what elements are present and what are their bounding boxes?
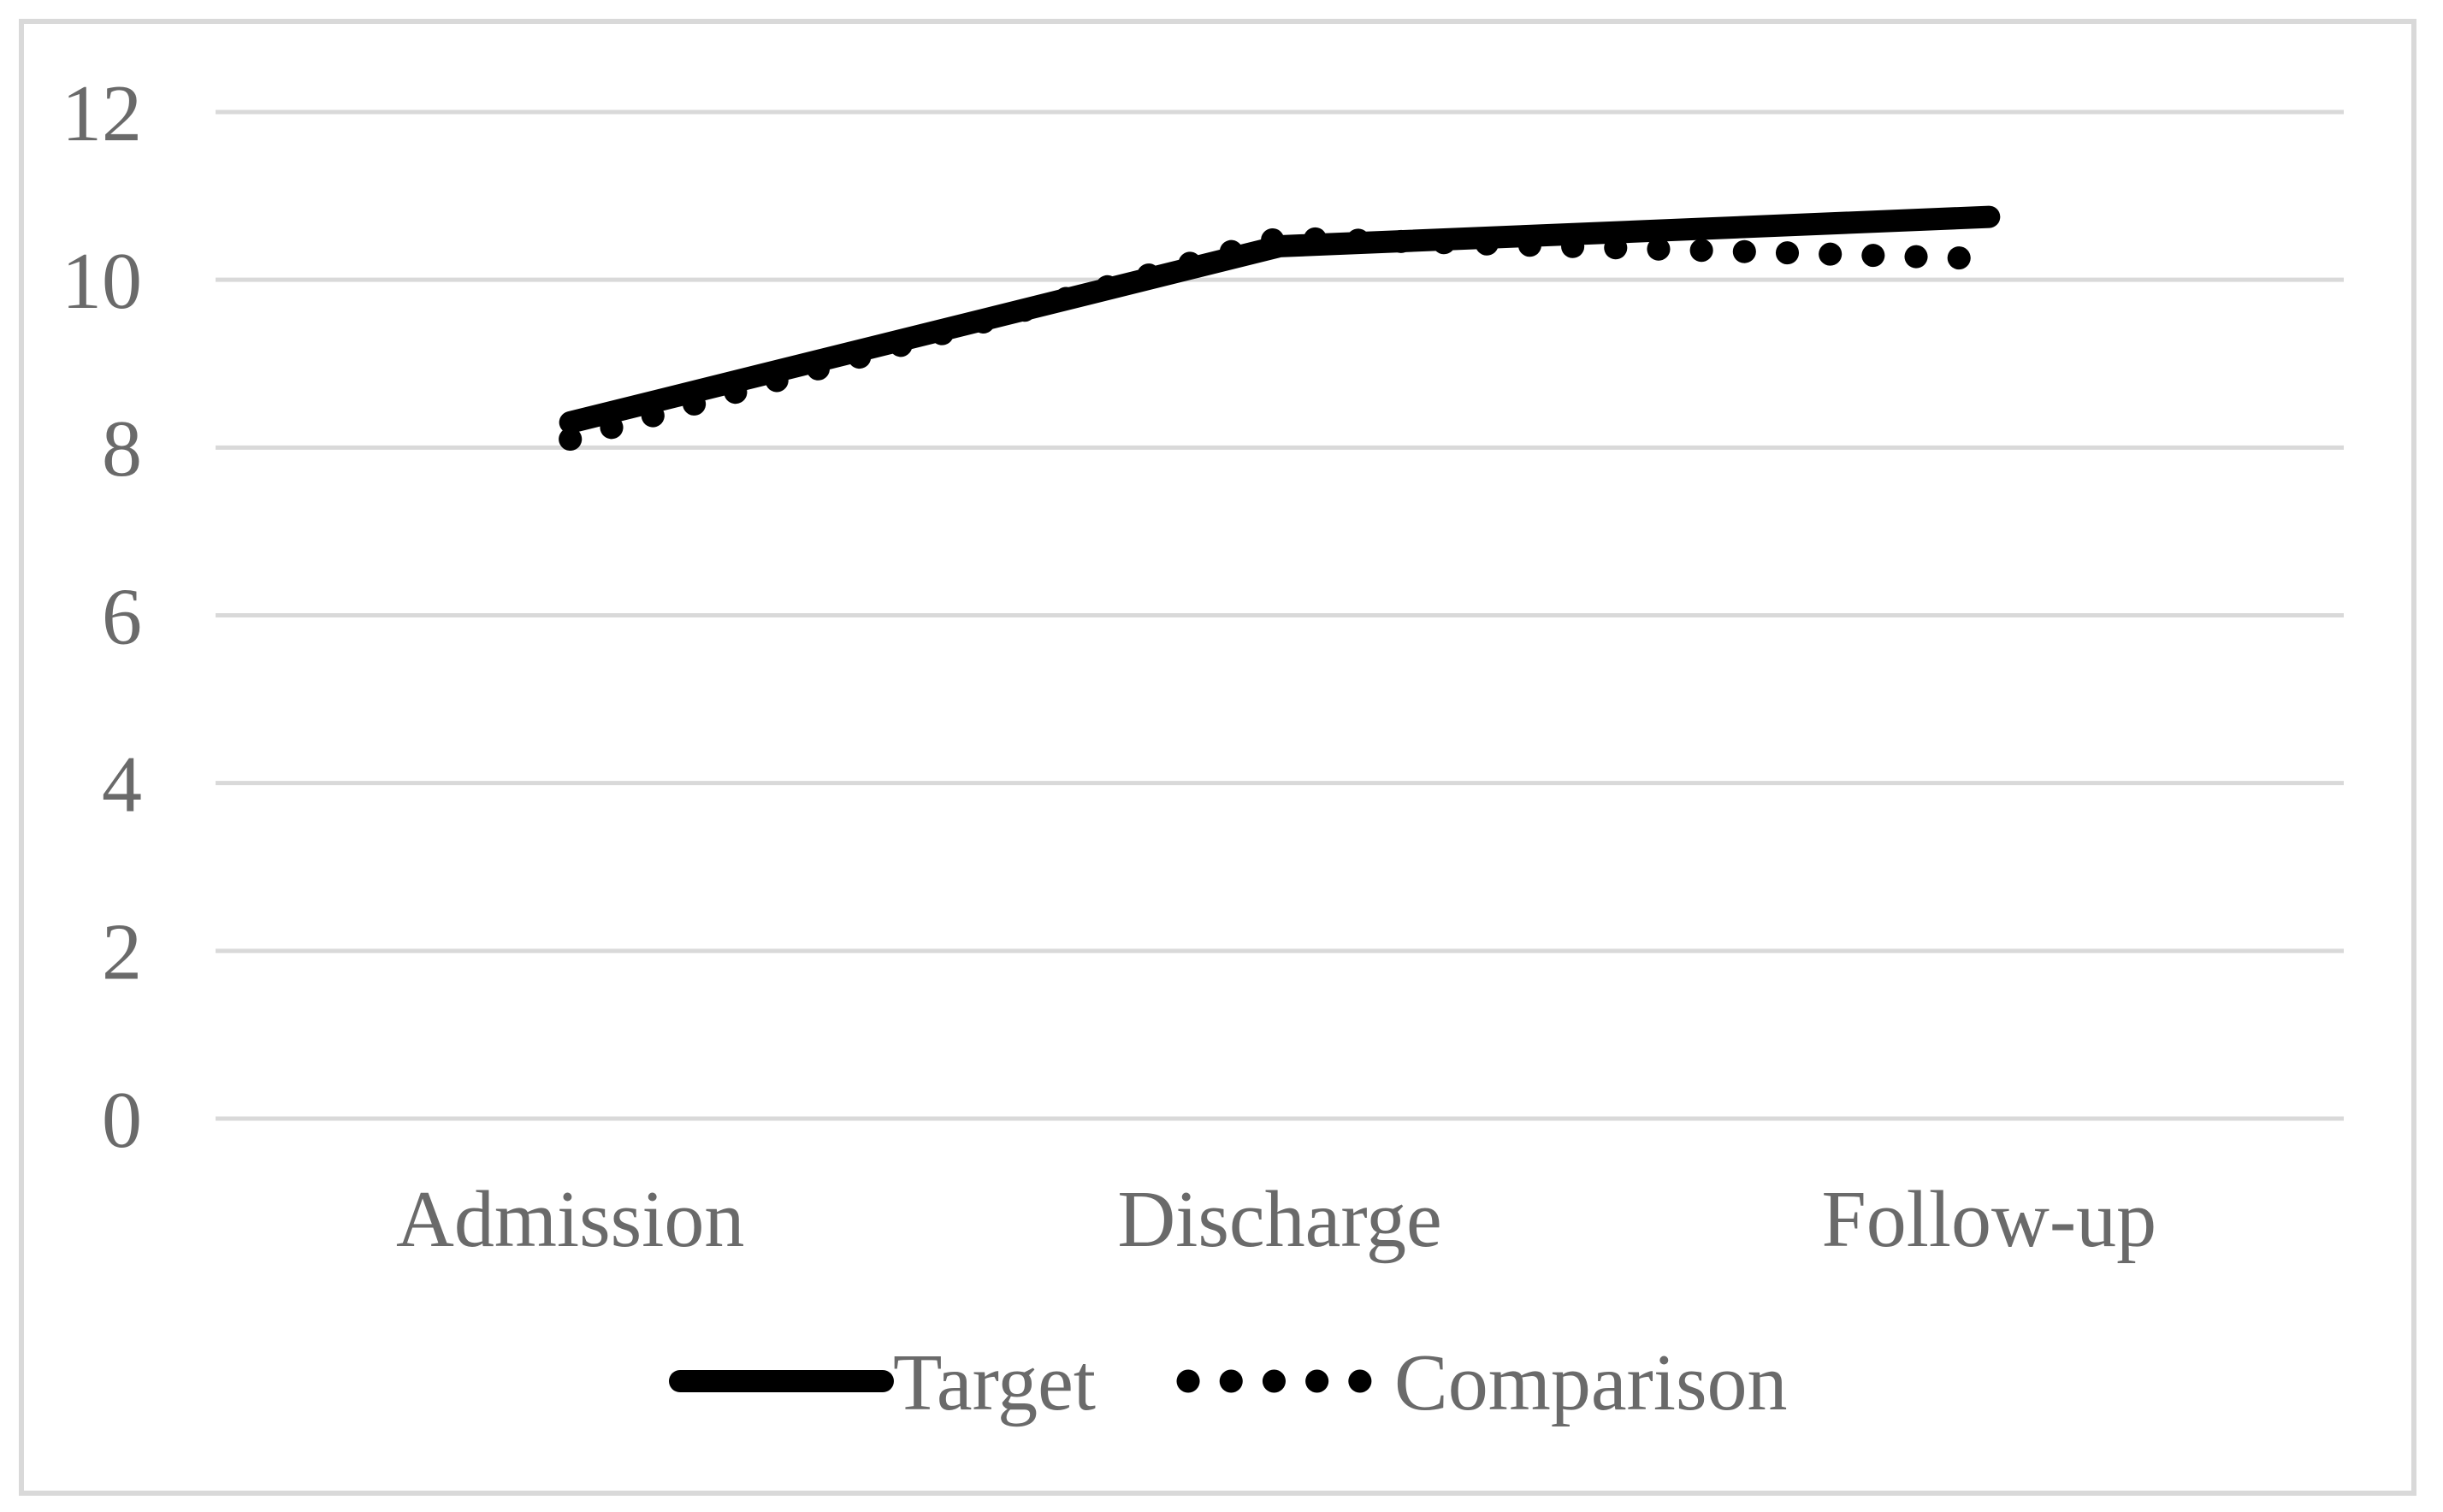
legend-target-label: Target bbox=[893, 1338, 1096, 1427]
y-axis-tick-label: 4 bbox=[102, 741, 142, 830]
comparison-series-line bbox=[559, 226, 2001, 452]
legend: Target Comparison bbox=[669, 1338, 1788, 1427]
y-axis-tick-label: 2 bbox=[102, 908, 142, 997]
legend-comparison-label: Comparison bbox=[1394, 1338, 1788, 1427]
y-axis-tick-label: 6 bbox=[102, 572, 142, 661]
chart-border bbox=[19, 19, 2416, 1496]
y-axis-tick-label: 10 bbox=[62, 237, 142, 326]
x-axis-label-follow-up: Follow-up bbox=[1821, 1175, 2156, 1264]
x-axis-label-discharge: Discharge bbox=[1117, 1175, 1441, 1264]
y-axis-tick-label: 8 bbox=[102, 405, 142, 493]
y-axis-tick-label: 12 bbox=[62, 69, 142, 158]
x-axis-label-admission: Admission bbox=[396, 1175, 744, 1264]
y-axis-tick-label: 0 bbox=[102, 1076, 142, 1165]
